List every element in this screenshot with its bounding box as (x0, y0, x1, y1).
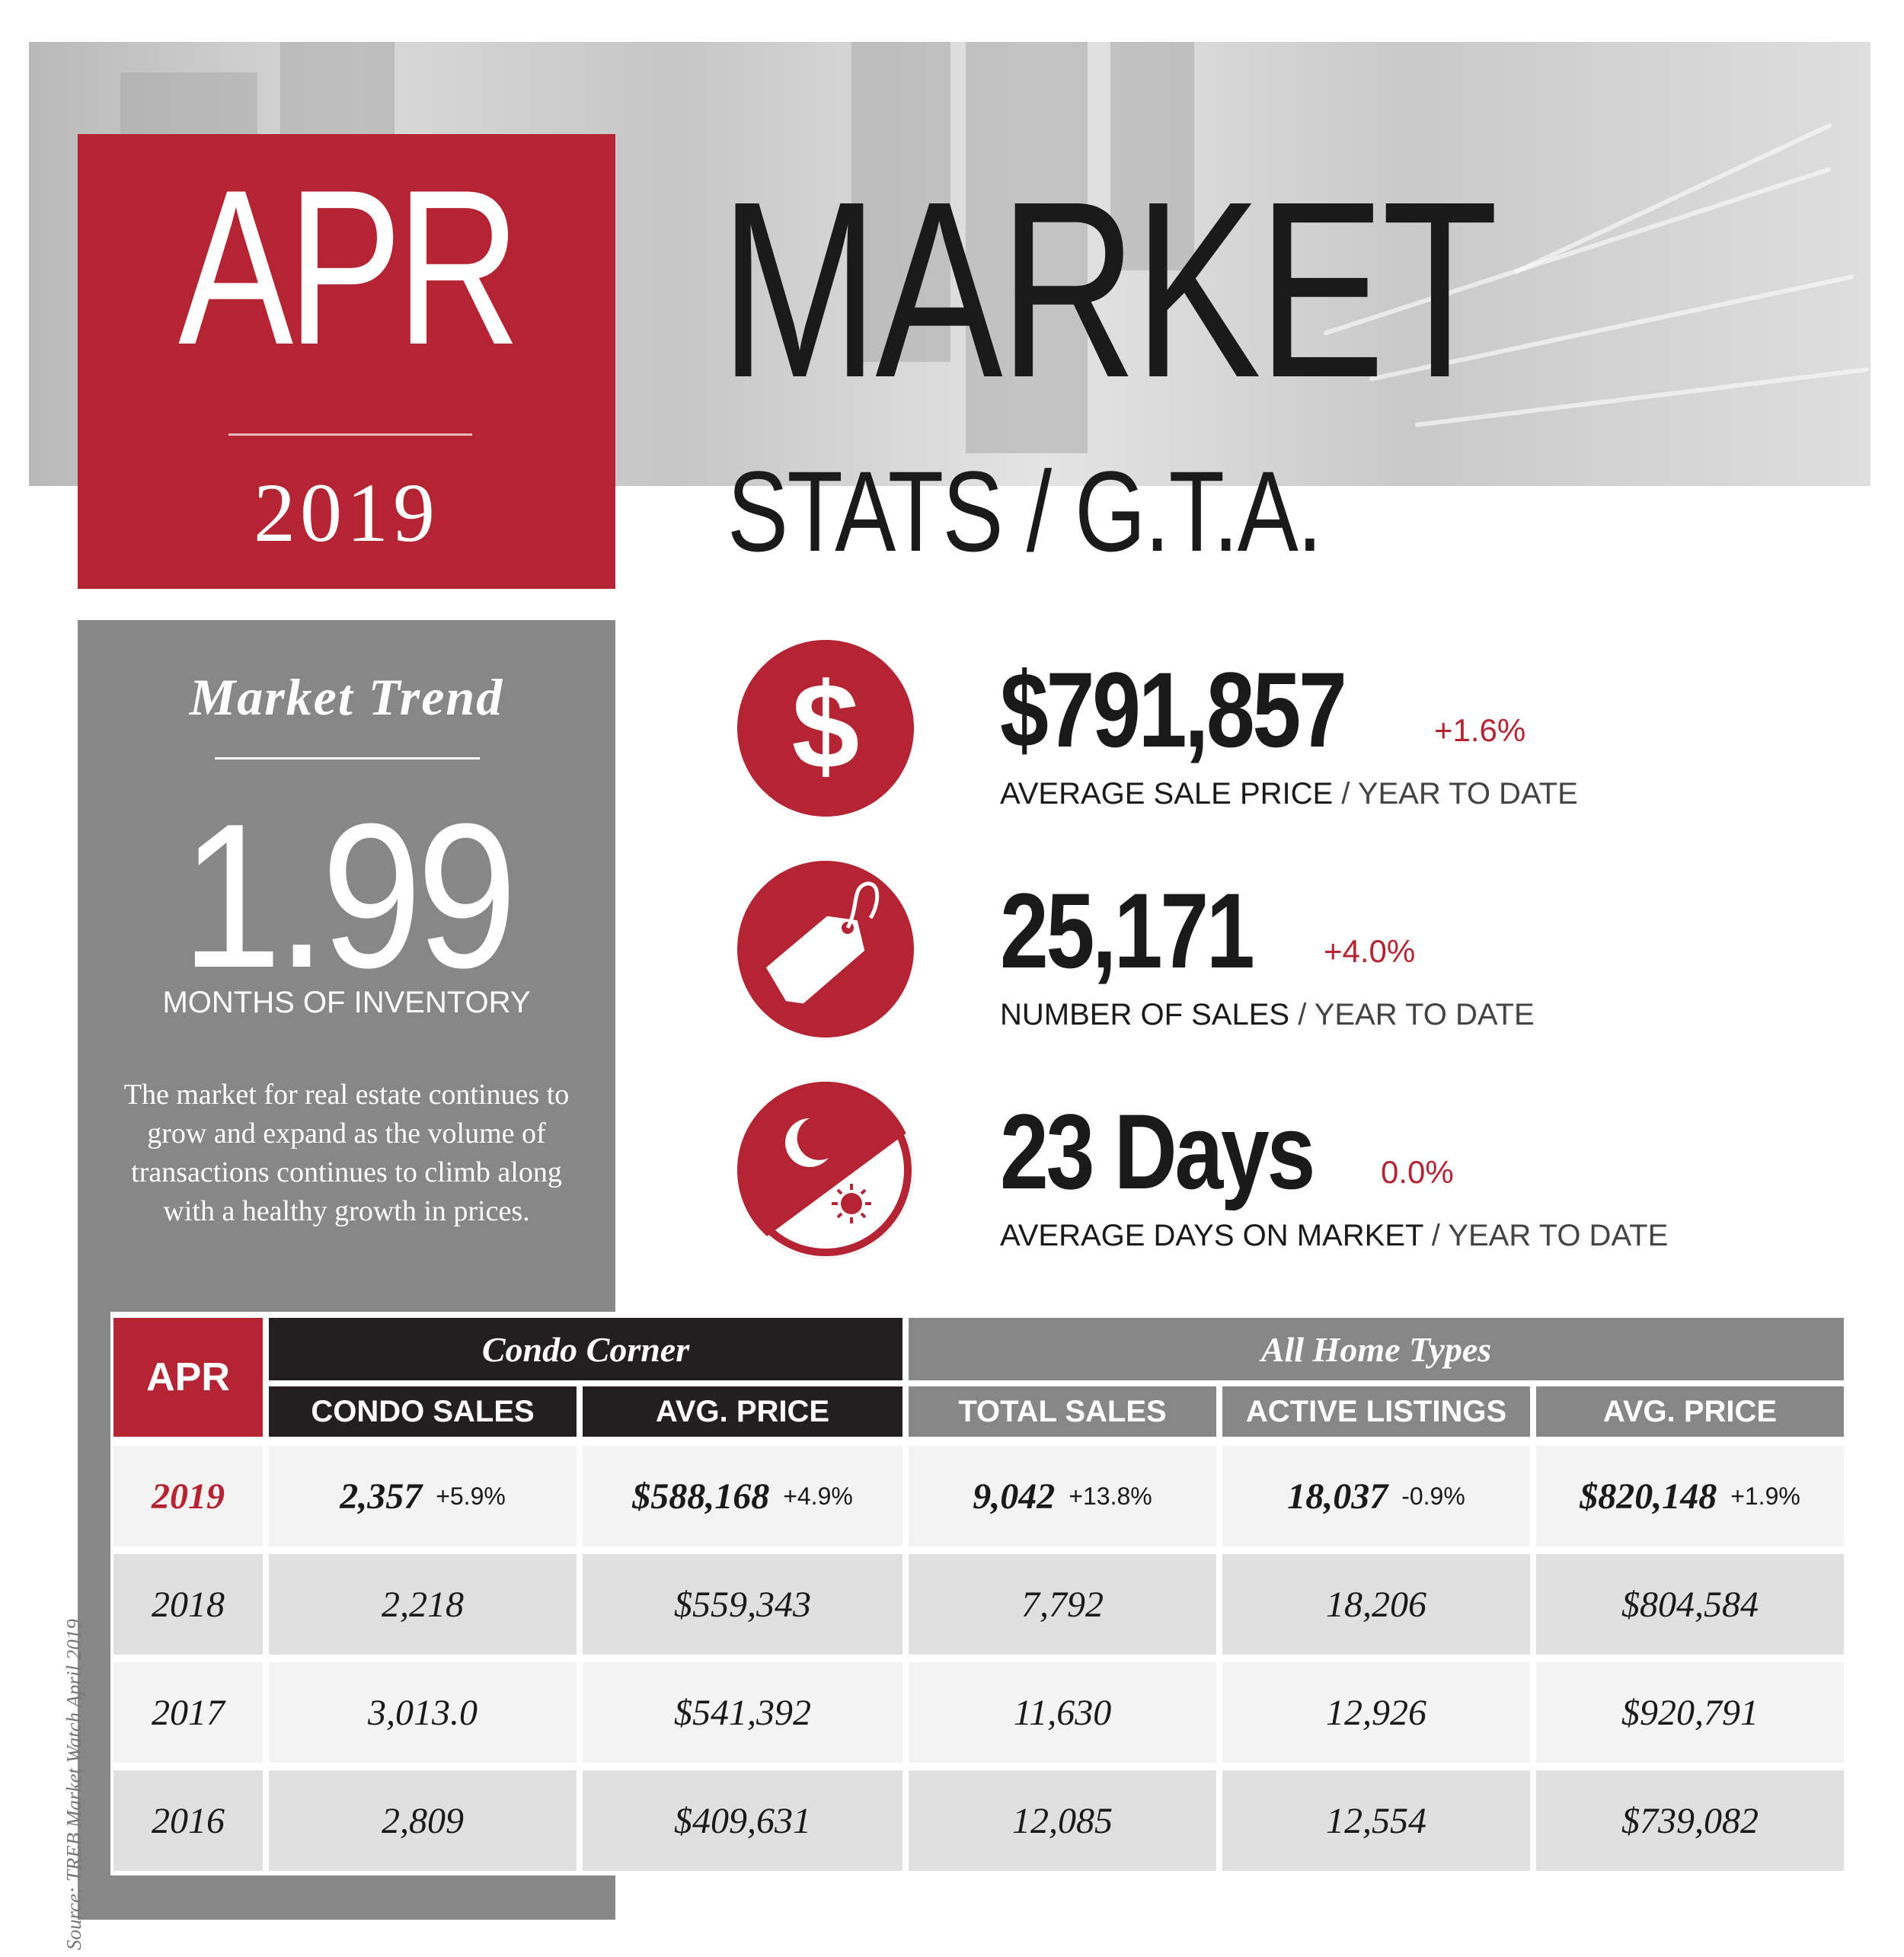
kpi-label: NUMBER OF SALES / YEAR TO DATE (1000, 998, 1535, 1031)
source-note: Source: TREB Market Watch April 2019 (62, 1619, 85, 1950)
kpi-value: 25,171 (1000, 871, 1255, 990)
table-cell: $588,168 +4.9% (583, 1446, 902, 1546)
market-trend-title: Market Trend (189, 668, 504, 726)
day-night-icon (737, 1082, 914, 1258)
table-corner: APR (113, 1318, 263, 1437)
kpi-number-of-sales: 25,171 +4.0% NUMBER OF SALES / YEAR TO D… (737, 861, 1842, 1044)
kpi-days-on-market: 23 Days 0.0% AVERAGE DAYS ON MARKET / YE… (737, 1082, 1842, 1265)
table-cell: $559,343 (583, 1554, 902, 1655)
page-title: MARKET (720, 149, 1498, 430)
table-cell: 12,085 (909, 1770, 1216, 1871)
group-all-home-types: All Home Types (909, 1318, 1844, 1380)
year-label: 2019 (254, 466, 439, 559)
year-cell: 2016 (113, 1770, 263, 1871)
group-condo-corner: Condo Corner (269, 1318, 902, 1380)
table-cell: $409,631 (583, 1770, 902, 1871)
page-subtitle: STATS / G.T.A. (727, 447, 1323, 575)
kpi-average-sale-price: $ $791,857 +1.6% AVERAGE SALE PRICE / YE… (737, 640, 1842, 823)
month-label: APR (178, 144, 521, 391)
column-header: CONDO SALES (269, 1386, 577, 1437)
table-cell: $739,082 (1536, 1770, 1844, 1871)
year-cell: 2019 (113, 1446, 263, 1546)
column-header: TOTAL SALES (909, 1386, 1216, 1437)
dollar-icon: $ (737, 640, 914, 817)
table-cell: 11,630 (909, 1662, 1216, 1763)
kpi-change: 0.0% (1381, 1154, 1454, 1190)
table-cell: 9,042 +13.8% (909, 1446, 1216, 1546)
month-block: APR 2019 (78, 134, 615, 589)
table-cell: 12,554 (1222, 1770, 1530, 1871)
year-cell: 2018 (113, 1554, 263, 1655)
kpi-change: +1.6% (1434, 712, 1526, 748)
year-cell: 2017 (113, 1662, 263, 1763)
table-cell: $920,791 (1536, 1662, 1844, 1763)
column-header: AVG. PRICE (583, 1386, 902, 1437)
kpi-change: +4.0% (1324, 933, 1416, 969)
kpi-label: AVERAGE SALE PRICE / YEAR TO DATE (1000, 777, 1578, 811)
month-divider (228, 433, 472, 436)
kpi-label: AVERAGE DAYS ON MARKET / YEAR TO DATE (1000, 1219, 1669, 1252)
kpi-value: $791,857 (1000, 650, 1347, 769)
table-cell: 2,809 (269, 1770, 577, 1871)
stats-table: APR Condo Corner All Home Types CONDO SA… (110, 1312, 1844, 1875)
column-header: ACTIVE LISTINGS (1222, 1386, 1530, 1437)
svg-text:$: $ (792, 657, 860, 794)
market-trend-divider (215, 757, 480, 759)
table-cell: 2,218 (269, 1554, 577, 1655)
table-cell: 3,013.0 (269, 1662, 577, 1763)
months-of-inventory-label: MONTHS OF INVENTORY (162, 986, 531, 1019)
price-tag-icon (737, 861, 914, 1038)
table-cell: 18,037 -0.9% (1222, 1446, 1530, 1546)
table-cell: 7,792 (909, 1554, 1216, 1655)
table-cell: 18,206 (1222, 1554, 1530, 1655)
table-cell: $820,148 +1.9% (1536, 1446, 1844, 1546)
table-cell: $541,392 (583, 1662, 902, 1763)
column-header: AVG. PRICE (1536, 1386, 1844, 1437)
market-trend-description: The market for real estate continues to … (123, 1079, 570, 1227)
table-cell: 12,926 (1222, 1662, 1530, 1763)
months-of-inventory-value: 1.99 (180, 782, 517, 1011)
table-cell: 2,357 +5.9% (269, 1446, 577, 1546)
table-cell: $804,584 (1536, 1554, 1844, 1655)
kpi-value: 23 Days (1000, 1092, 1315, 1211)
